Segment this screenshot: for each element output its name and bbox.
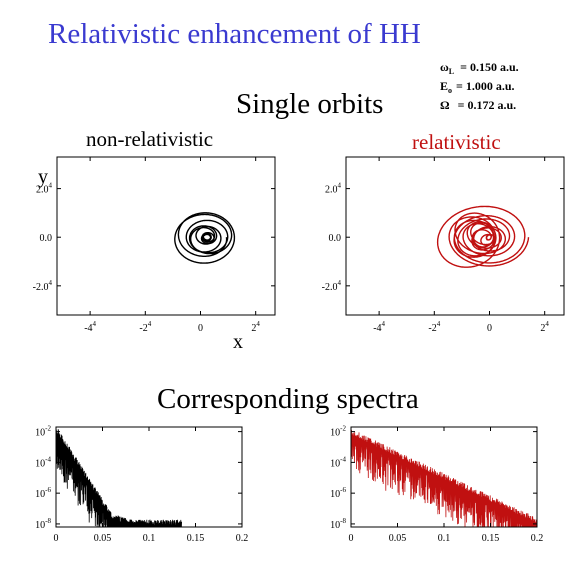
param-omega-l: ωL = 0.150 a.u. xyxy=(440,60,519,76)
y-tick-label: -2.04 xyxy=(322,279,342,293)
single-orbits-heading: Single orbits xyxy=(236,88,383,120)
orbit-rel-title: relativistic xyxy=(412,130,501,154)
x-tick-label: 24 xyxy=(251,320,260,334)
y-tick-label: 10-8 xyxy=(35,517,51,531)
y-tick-label: -2.04 xyxy=(33,279,53,293)
x-tick-label: -24 xyxy=(428,320,440,334)
parameters-block: ωL = 0.150 a.u. Eo = 1.000 a.u. Ω = 0.172 a… xyxy=(440,60,519,112)
x-tick-label: 0 xyxy=(198,323,203,334)
orbit-plot-nonrelativistic: -44 -24 0 24 2.04 0.0 -2.04 xyxy=(33,156,276,334)
spectra-heading: Corresponding spectra xyxy=(157,383,419,415)
x-tick-label: 0 xyxy=(487,323,492,334)
x-tick-label: -44 xyxy=(84,320,96,334)
x-tick-label: -44 xyxy=(373,320,385,334)
y-tick-label: 0.0 xyxy=(329,233,342,244)
data-trace xyxy=(174,212,236,264)
y-tick-label: 10-6 xyxy=(330,486,346,500)
x-tick-label: 0.15 xyxy=(187,533,205,544)
x-tick-label: 0.2 xyxy=(531,533,544,544)
y-axis-label: y xyxy=(38,166,48,188)
slide-title: Relativistic enhancement of HH xyxy=(48,18,421,50)
y-tick-label: 10-8 xyxy=(330,517,346,531)
orbit-nonrel-title: non-relativistic xyxy=(86,127,213,151)
y-tick-label: 10-2 xyxy=(330,425,346,439)
orbit-plot-relativistic: -44 -24 0 24 2.04 0.0 -2.04 xyxy=(322,156,565,334)
x-tick-label: 24 xyxy=(540,320,549,334)
x-tick-label: 0.2 xyxy=(236,533,249,544)
y-tick-label: 2.04 xyxy=(36,182,53,196)
y-tick-label: 10-4 xyxy=(35,455,51,469)
y-tick-label: 10-2 xyxy=(35,425,51,439)
data-trace xyxy=(56,427,182,527)
x-tick-label: 0.1 xyxy=(143,533,156,544)
y-tick-label: 10-6 xyxy=(35,486,51,500)
x-axis-label: x xyxy=(233,331,243,353)
y-tick-label: 10-4 xyxy=(330,455,346,469)
x-tick-label: -24 xyxy=(139,320,151,334)
x-tick-label: 0.05 xyxy=(389,533,407,544)
data-trace xyxy=(436,205,530,268)
data-trace xyxy=(351,429,537,527)
y-tick-label: 0.0 xyxy=(40,233,53,244)
spectrum-plot-relativistic: 0 0.05 0.1 0.15 0.2 10-2 10-4 10-6 10-8 xyxy=(330,425,543,544)
x-tick-label: 0.1 xyxy=(438,533,451,544)
spectrum-plot-nonrelativistic: 0 0.05 0.1 0.15 0.2 10-2 10-4 10-6 10-8 xyxy=(35,425,248,544)
x-tick-label: 0.15 xyxy=(482,533,500,544)
param-omega: Ω = 0.172 a.u. xyxy=(440,98,516,112)
x-tick-label: 0.05 xyxy=(94,533,112,544)
param-e0: Eo = 1.000 a.u. xyxy=(440,79,515,95)
x-tick-label: 0 xyxy=(349,533,354,544)
y-tick-label: 2.04 xyxy=(325,182,342,196)
plot-frame xyxy=(345,156,565,316)
plot-frame xyxy=(56,156,276,316)
x-tick-label: 0 xyxy=(54,533,59,544)
